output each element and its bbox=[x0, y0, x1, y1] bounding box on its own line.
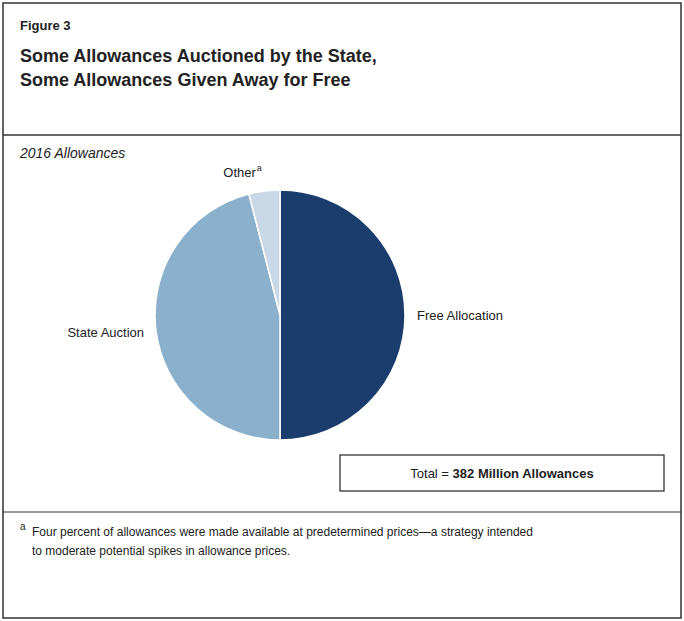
border bbox=[3, 3, 681, 618]
slice-label: Other bbox=[223, 165, 256, 180]
separator bbox=[3, 134, 681, 136]
chart: Figure 3 Some Allowances Auctioned by the… bbox=[0, 0, 684, 621]
total-box: Total = 382 Million Allowances bbox=[340, 455, 664, 491]
slice-label: Free Allocation bbox=[417, 308, 503, 323]
title: Some Allowances Given Away for Free bbox=[20, 70, 350, 90]
total-value: 382 Million Allowances bbox=[453, 466, 594, 481]
footnote-marker: a bbox=[257, 163, 262, 173]
title-group: Some Allowances Auctioned by the State, S… bbox=[20, 46, 377, 90]
slice bbox=[280, 190, 405, 440]
slice-labels: Free Allocation State Auction Othera bbox=[67, 163, 503, 340]
total-prefix: Total = bbox=[410, 466, 452, 481]
footnote-text: Four percent of allowances were made ava… bbox=[32, 525, 533, 539]
total-box-frame bbox=[340, 455, 664, 491]
footnote-text: to moderate potential spikes in allowanc… bbox=[32, 544, 290, 558]
pie bbox=[155, 190, 405, 440]
subtitle: 2016 Allowances bbox=[19, 145, 125, 161]
footnote: a Four percent of allowances were made av… bbox=[20, 521, 533, 558]
footnote-marker: a bbox=[20, 521, 26, 532]
slice bbox=[249, 190, 280, 315]
footnote-separator bbox=[3, 512, 681, 513]
figure-label: Figure 3 bbox=[20, 18, 71, 33]
title: Some Allowances Auctioned by the State, bbox=[20, 46, 377, 66]
slice-label: State Auction bbox=[67, 325, 144, 340]
